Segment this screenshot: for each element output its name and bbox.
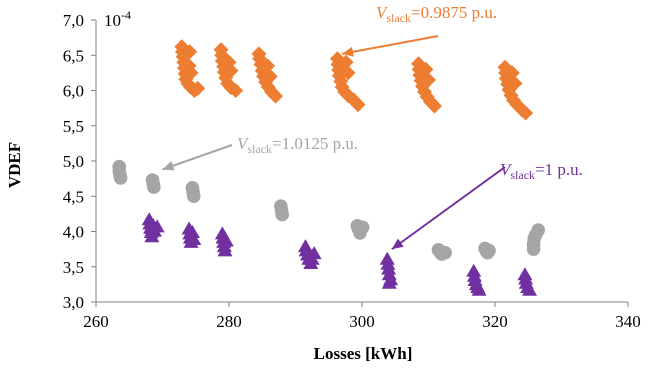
y-tick-label: 5,5 bbox=[63, 117, 84, 136]
y-tick-label: 4,5 bbox=[63, 187, 84, 206]
triangle-point bbox=[186, 232, 202, 246]
diamond-point bbox=[190, 80, 206, 96]
annotation-3: Vslack=1 p.u. bbox=[391, 160, 583, 250]
x-tick-label: 300 bbox=[349, 312, 375, 331]
y-axis-title: VDEF bbox=[5, 142, 24, 188]
diamond-point bbox=[504, 65, 520, 81]
annotation-arrow bbox=[391, 166, 506, 250]
diamond-point bbox=[350, 97, 366, 113]
circle-point bbox=[531, 223, 546, 237]
diamond-point bbox=[340, 65, 356, 81]
annotation-label: Vslack=0.9875 p.u. bbox=[376, 3, 497, 25]
triangle-point bbox=[217, 243, 233, 257]
circle-point bbox=[147, 180, 161, 194]
diamond-point bbox=[221, 54, 237, 70]
diamond-point bbox=[183, 65, 199, 81]
x-tick-label: 280 bbox=[216, 312, 242, 331]
y-axis-multiplier: 10-4 bbox=[104, 8, 131, 30]
circle-point bbox=[275, 207, 290, 222]
triangle-point bbox=[381, 261, 397, 275]
y-tick-label: 3,5 bbox=[63, 258, 84, 277]
annotation-label: Vslack=1.0125 p.u. bbox=[237, 134, 358, 156]
circle-point bbox=[186, 189, 201, 204]
series-triangle-group bbox=[141, 212, 538, 296]
triangle-point bbox=[149, 219, 165, 233]
y-tick-label: 6,0 bbox=[63, 82, 84, 101]
series-diamond-group bbox=[174, 39, 534, 121]
diamond-point bbox=[268, 88, 284, 104]
annotation-1: Vslack=0.9875 p.u. bbox=[341, 3, 497, 57]
diamond-point bbox=[260, 58, 276, 74]
circle-point bbox=[355, 220, 370, 235]
y-tick-label: 7,0 bbox=[63, 11, 84, 30]
diamond-point bbox=[418, 61, 434, 77]
annotation-arrow bbox=[341, 35, 439, 55]
series-circle-group bbox=[112, 159, 546, 261]
diamond-point bbox=[503, 87, 519, 103]
annotation-2: Vslack=1.0125 p.u. bbox=[162, 134, 358, 171]
data-marks bbox=[112, 39, 546, 296]
annotations: Vslack=0.9875 p.u. Vslack=1.0125 p.u. Vsla… bbox=[162, 3, 583, 250]
circle-point bbox=[482, 243, 496, 258]
y-tick-label: 4,0 bbox=[63, 223, 84, 242]
x-tick-label: 340 bbox=[615, 312, 641, 331]
y-tick-label: 3,0 bbox=[63, 293, 84, 312]
arrow-head bbox=[162, 161, 175, 171]
annotation-arrow bbox=[162, 144, 233, 171]
diamond-point bbox=[223, 63, 239, 79]
diamond-point bbox=[421, 72, 436, 88]
diamond-point bbox=[507, 75, 523, 91]
arrow-head bbox=[342, 46, 354, 57]
triangle-point bbox=[381, 275, 397, 289]
diamond-point bbox=[338, 54, 354, 70]
diamond-point bbox=[501, 82, 517, 98]
y-tick-label: 6,5 bbox=[63, 46, 84, 65]
triangle-point bbox=[184, 225, 200, 238]
annotation-label: Vslack=1 p.u. bbox=[500, 160, 583, 182]
tick-labels: 260 280 300 320 340 3,0 3,5 4,0 4,5 5,0 5,5 6,0 6,5 7… bbox=[63, 11, 641, 331]
diamond-point bbox=[426, 98, 442, 114]
circle-point bbox=[438, 245, 452, 260]
triangle-point bbox=[218, 233, 234, 247]
diamond-point bbox=[182, 44, 198, 60]
diamond-point bbox=[262, 68, 278, 84]
triangle-point bbox=[304, 251, 320, 265]
x-axis-title: Losses [kWh] bbox=[314, 344, 413, 363]
diamond-point bbox=[228, 83, 244, 98]
circle-point bbox=[113, 171, 128, 185]
x-tick-label: 260 bbox=[83, 312, 109, 331]
diamond-point bbox=[518, 105, 534, 121]
triangle-point bbox=[522, 282, 538, 296]
x-tick-label: 320 bbox=[482, 312, 508, 331]
triangle-point bbox=[471, 282, 487, 296]
y-tick-label: 5,0 bbox=[63, 152, 84, 171]
arrow-head bbox=[391, 238, 404, 250]
